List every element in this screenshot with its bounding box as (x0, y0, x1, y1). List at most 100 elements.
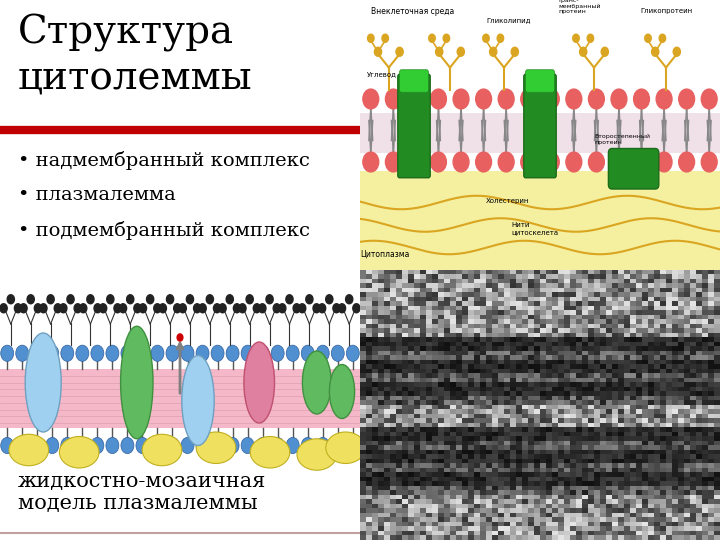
Ellipse shape (244, 342, 274, 423)
Circle shape (573, 34, 579, 42)
Circle shape (588, 34, 593, 42)
Text: • надмембранный комплекс: • надмембранный комплекс (18, 151, 310, 170)
Circle shape (325, 295, 333, 303)
Circle shape (333, 303, 340, 313)
Circle shape (497, 34, 504, 42)
Circle shape (179, 303, 186, 313)
Circle shape (544, 152, 559, 172)
Circle shape (241, 437, 254, 454)
Circle shape (701, 152, 717, 172)
Circle shape (151, 437, 164, 454)
Circle shape (40, 303, 47, 313)
Circle shape (521, 89, 536, 109)
Circle shape (67, 295, 74, 303)
Circle shape (166, 345, 179, 361)
Circle shape (363, 152, 379, 172)
Circle shape (601, 47, 608, 56)
Text: Нити
цитоскелета: Нити цитоскелета (511, 222, 558, 235)
Circle shape (54, 303, 61, 313)
Circle shape (1, 345, 14, 361)
Circle shape (490, 47, 497, 56)
Circle shape (20, 303, 27, 313)
Circle shape (313, 303, 320, 313)
Circle shape (186, 295, 194, 303)
Text: жидкостно-мозаичная
модель плазмалеммы: жидкостно-мозаичная модель плазмалеммы (18, 472, 266, 514)
Text: Структура
цитолеммы: Структура цитолеммы (18, 14, 253, 97)
Circle shape (7, 295, 14, 303)
Circle shape (673, 47, 680, 56)
Circle shape (136, 437, 149, 454)
Circle shape (346, 345, 359, 361)
Circle shape (60, 303, 67, 313)
Circle shape (74, 303, 81, 313)
Circle shape (457, 47, 464, 56)
Circle shape (177, 334, 183, 341)
Circle shape (31, 437, 44, 454)
Circle shape (47, 295, 54, 303)
Circle shape (35, 303, 42, 313)
Ellipse shape (325, 432, 365, 463)
Circle shape (194, 303, 201, 313)
Circle shape (316, 345, 329, 361)
Text: Холестерин: Холестерин (486, 198, 529, 204)
Circle shape (453, 89, 469, 109)
Circle shape (151, 345, 164, 361)
Circle shape (498, 89, 514, 109)
Circle shape (408, 89, 424, 109)
Circle shape (46, 345, 59, 361)
Circle shape (76, 437, 89, 454)
Circle shape (1, 437, 14, 454)
Circle shape (60, 345, 73, 361)
Text: Внеклеточная среда: Внеклеточная среда (371, 6, 454, 16)
Circle shape (107, 295, 114, 303)
FancyBboxPatch shape (360, 171, 720, 270)
Text: • подмембранный комплекс: • подмембранный комплекс (18, 221, 310, 240)
Circle shape (181, 437, 194, 454)
FancyBboxPatch shape (397, 74, 431, 178)
Text: Углевод: Углевод (367, 71, 397, 78)
Circle shape (652, 47, 659, 56)
Circle shape (566, 152, 582, 172)
Circle shape (382, 34, 389, 42)
Circle shape (266, 295, 273, 303)
Circle shape (147, 295, 154, 303)
Circle shape (271, 437, 284, 454)
Circle shape (199, 303, 206, 313)
Circle shape (385, 89, 401, 109)
Circle shape (368, 34, 374, 42)
Circle shape (256, 437, 269, 454)
Circle shape (241, 345, 254, 361)
Circle shape (588, 89, 604, 109)
Ellipse shape (181, 355, 215, 445)
Circle shape (154, 303, 161, 313)
Circle shape (588, 152, 604, 172)
Circle shape (206, 295, 213, 303)
FancyBboxPatch shape (608, 148, 659, 189)
Circle shape (16, 437, 29, 454)
Circle shape (76, 345, 89, 361)
Ellipse shape (302, 351, 331, 414)
Circle shape (436, 47, 443, 56)
FancyBboxPatch shape (523, 74, 557, 178)
Circle shape (121, 437, 134, 454)
Text: Гликопротеин: Гликопротеин (641, 9, 693, 15)
Circle shape (174, 303, 181, 313)
Circle shape (258, 303, 266, 313)
Circle shape (498, 152, 514, 172)
FancyBboxPatch shape (360, 112, 720, 153)
Circle shape (374, 47, 382, 56)
Circle shape (611, 152, 627, 172)
Circle shape (301, 345, 314, 361)
Ellipse shape (9, 434, 49, 465)
Circle shape (634, 152, 649, 172)
FancyBboxPatch shape (400, 70, 428, 92)
FancyBboxPatch shape (526, 70, 554, 92)
Circle shape (271, 345, 284, 361)
Ellipse shape (25, 333, 61, 432)
Circle shape (0, 303, 7, 313)
Circle shape (521, 152, 536, 172)
Circle shape (273, 303, 280, 313)
Circle shape (219, 303, 226, 313)
Circle shape (121, 345, 134, 361)
Circle shape (140, 303, 147, 313)
